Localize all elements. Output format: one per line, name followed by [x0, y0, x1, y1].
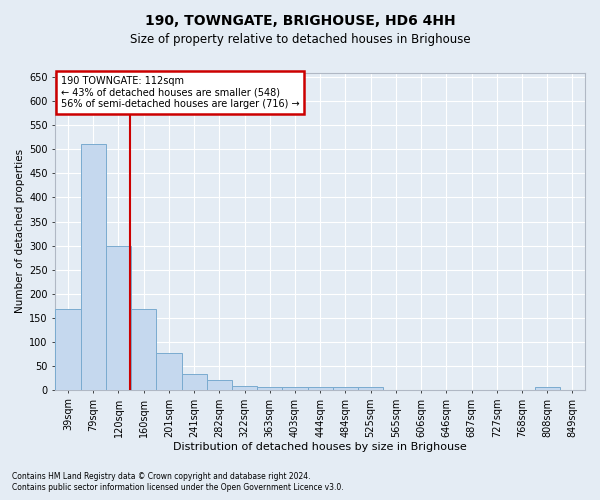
Bar [182, 374, 207, 390]
Bar [80, 144, 106, 390]
Bar [333, 388, 358, 390]
Y-axis label: Number of detached properties: Number of detached properties [15, 149, 25, 313]
X-axis label: Distribution of detached houses by size in Brighouse: Distribution of detached houses by size … [173, 442, 467, 452]
Bar [283, 388, 308, 390]
Bar [131, 309, 157, 390]
Bar [358, 388, 383, 390]
Bar [308, 388, 333, 390]
Bar [106, 246, 131, 390]
Text: Contains HM Land Registry data © Crown copyright and database right 2024.: Contains HM Land Registry data © Crown c… [12, 472, 311, 481]
Text: Size of property relative to detached houses in Brighouse: Size of property relative to detached ho… [130, 32, 470, 46]
Bar [257, 388, 283, 390]
Bar [207, 380, 232, 390]
Text: 190, TOWNGATE, BRIGHOUSE, HD6 4HH: 190, TOWNGATE, BRIGHOUSE, HD6 4HH [145, 14, 455, 28]
Bar [535, 388, 560, 390]
Bar [55, 309, 80, 390]
Text: 190 TOWNGATE: 112sqm
← 43% of detached houses are smaller (548)
56% of semi-deta: 190 TOWNGATE: 112sqm ← 43% of detached h… [61, 76, 299, 109]
Text: Contains public sector information licensed under the Open Government Licence v3: Contains public sector information licen… [12, 483, 344, 492]
Bar [232, 386, 257, 390]
Bar [157, 354, 182, 390]
